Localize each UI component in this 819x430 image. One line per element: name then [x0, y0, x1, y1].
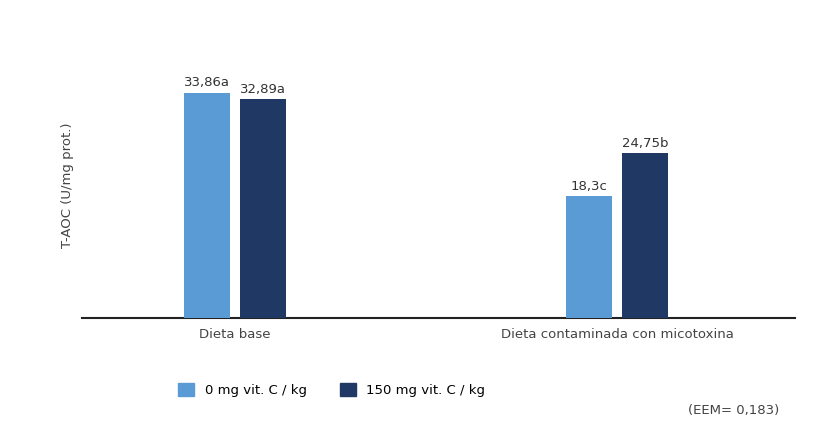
Text: 33,86a: 33,86a	[183, 76, 229, 89]
Bar	[240, 99, 286, 318]
Text: (EEM= 0,183): (EEM= 0,183)	[687, 404, 778, 417]
Text: 18,3c: 18,3c	[570, 180, 607, 193]
Bar	[183, 92, 229, 318]
Legend: 0 mg vit. C / kg, 150 mg vit. C / kg: 0 mg vit. C / kg, 150 mg vit. C / kg	[178, 383, 485, 397]
Text: 32,89a: 32,89a	[240, 83, 286, 95]
Y-axis label: T-AOC (U/mg prot.): T-AOC (U/mg prot.)	[61, 122, 74, 248]
Bar	[565, 196, 611, 318]
Bar	[622, 153, 667, 318]
Text: 24,75b: 24,75b	[621, 137, 667, 150]
